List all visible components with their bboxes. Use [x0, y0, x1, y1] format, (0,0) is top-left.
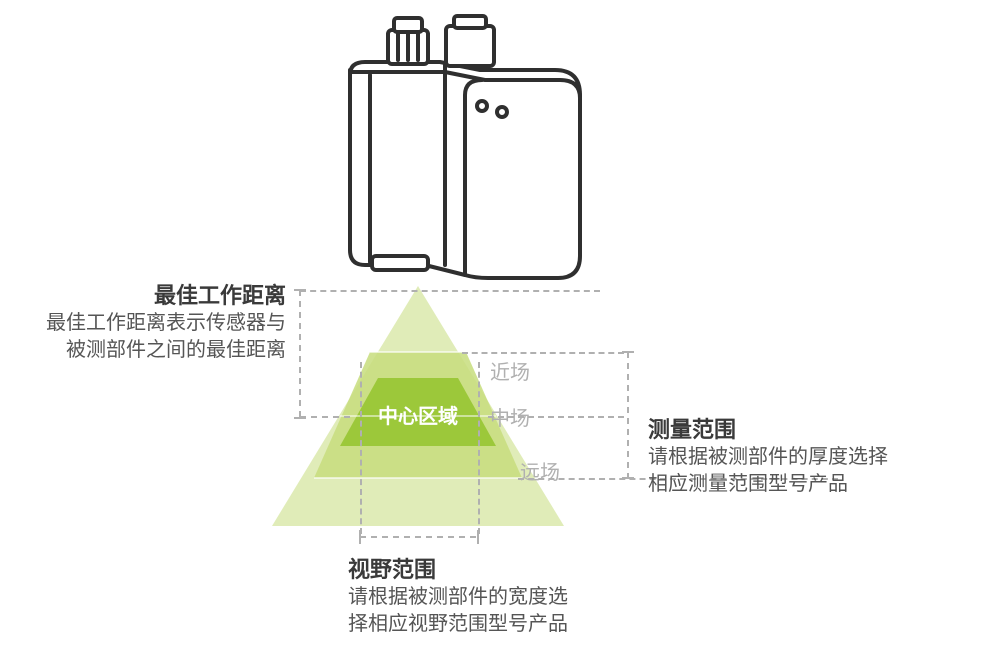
fov-title: 视野范围: [348, 552, 648, 584]
fov-body-1: 请根据被测部件的宽度选: [348, 584, 648, 611]
fov-body-2: 择相应视野范围型号产品: [348, 611, 648, 638]
dash-fov-left: [360, 362, 362, 534]
sensor-device-illustration: [310, 0, 620, 300]
zone-label-mid: 中场: [490, 402, 530, 431]
measure-range-block: 测量范围 请根据被测部件的厚度选择 相应测量范围型号产品: [648, 412, 948, 498]
measure-range-body-2: 相应测量范围型号产品: [648, 471, 948, 498]
measure-range-title: 测量范围: [648, 412, 948, 444]
working-distance-block: 最佳工作距离 最佳工作距离表示传感器与 被测部件之间的最佳距离: [20, 278, 286, 364]
zone-label-center: 中心区域: [378, 400, 458, 429]
zone-label-far: 远场: [520, 456, 560, 485]
measure-range-bracket: [620, 350, 638, 482]
working-distance-title: 最佳工作距离: [20, 278, 286, 310]
dash-fov-right: [478, 362, 480, 534]
fov-block: 视野范围 请根据被测部件的宽度选 择相应视野范围型号产品: [348, 552, 648, 638]
working-distance-body-1: 最佳工作距离表示传感器与: [20, 310, 286, 337]
diagram-stage: 近场 中场 远场 中心区域 最佳工作距离 最佳工作距离表示传感器与 被测部件之间…: [0, 0, 988, 662]
zone-label-near: 近场: [490, 356, 530, 385]
dash-wd-bottom: [300, 416, 350, 418]
fov-bracket: [358, 528, 480, 546]
dash-near-field: [462, 352, 624, 354]
measure-range-body-1: 请根据被测部件的厚度选择: [648, 444, 948, 471]
dash-top-working-distance: [300, 290, 600, 292]
working-distance-bracket: [292, 288, 308, 422]
working-distance-body-2: 被测部件之间的最佳距离: [20, 337, 286, 364]
